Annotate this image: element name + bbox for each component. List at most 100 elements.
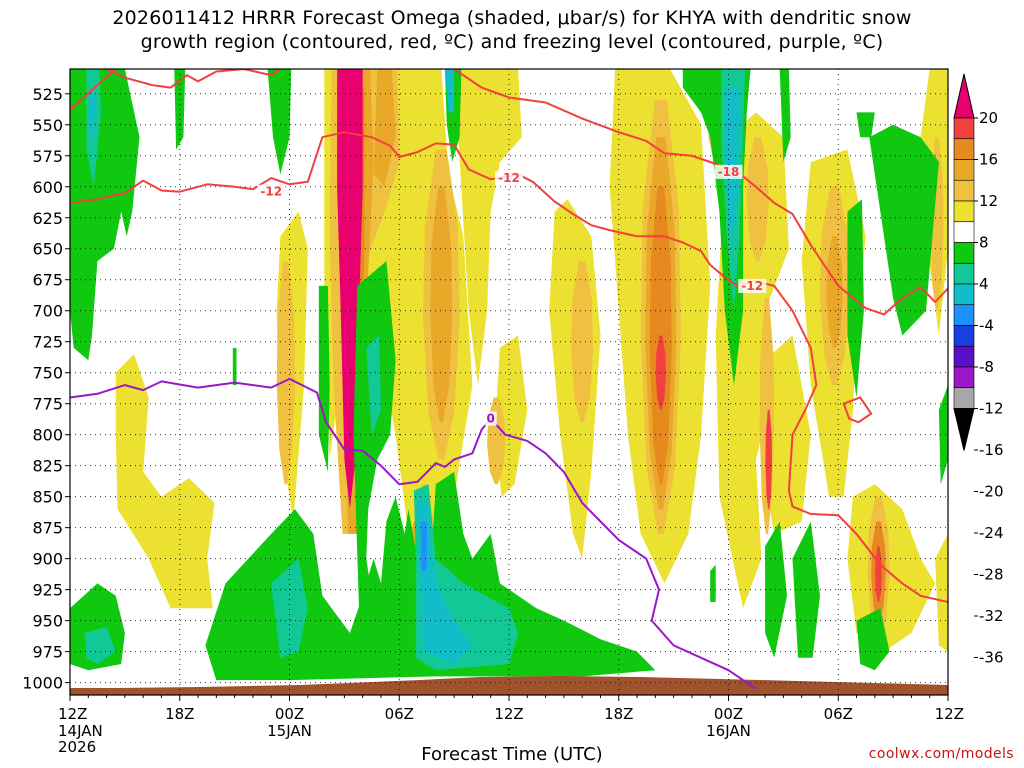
y-tick-label: 1000 [22,674,63,693]
omega-ascent-moderate [571,261,594,423]
dgz-contour-label: -12 [498,171,520,185]
omega-ascent-weak [847,484,936,652]
y-tick-label: 850 [32,488,63,507]
title-line-2: growth region (contoured, red, ºC) and f… [140,31,884,53]
contours: -12 -12 -12 -18 0 [70,69,948,690]
freezing-level-label: 0 [487,412,495,426]
y-tick-label: 750 [32,364,63,383]
x-tick-sublabel: 2026 [58,738,96,756]
x-tick-label: 00Z [275,705,304,723]
omega-descent-weak [232,347,237,386]
dgz-contour-label-bg [738,278,767,293]
dgz-contour-label: -12 [260,185,282,199]
omega-descent-weak [869,124,939,336]
x-tick-label: 18Z [165,705,194,723]
x-axis-title: Forecast Time (UTC) [421,744,603,765]
colorbar-label: -8 [979,358,994,376]
y-tick-label: 975 [32,643,63,662]
y-axis: 525 550 575 600 625 650 675 700 725 750 775 800 825 8… [22,85,70,693]
colorbar-box [953,159,975,181]
terrain-surface [70,676,948,695]
colorbar-box [953,345,975,368]
omega-descent-weak [710,564,716,602]
y-tick-label: 550 [32,116,63,135]
y-tick-label: 875 [32,519,63,538]
colorbar: 20 16 12 8 4 -4 -8 -12 -16 -20 -24 -28 -32 -36 [953,73,1004,667]
omega-descent-weak [267,69,292,175]
x-tick-sublabel: 14JAN [58,722,103,740]
colorbar-label: -12 [979,400,1004,418]
y-tick-label: 825 [32,457,63,476]
colorbar-box [953,242,975,264]
colorbar-box [953,117,975,140]
dgz-contour-label-bg [495,171,523,186]
chart-title: 2026011412 HRRR Forecast Omega (shaded, … [0,6,1024,54]
dgz-contour [453,69,948,316]
omega-descent-weak [856,608,890,671]
freezing-label-bg [484,411,497,426]
colorbar-box [953,304,975,326]
omega-ascent-weak [935,533,948,652]
omega-descent-moderate [271,558,308,658]
omega-ascent-weak [115,354,215,609]
colorbar-label: 8 [979,234,989,252]
colorbar-label: -32 [979,607,1004,625]
plot-area: -12 -12 -12 -18 0 [69,68,949,696]
colorbar-label: 4 [979,275,989,293]
colorbar-box [953,283,975,306]
y-tick-label: 650 [32,240,63,259]
y-tick-label: 775 [32,395,63,414]
dgz-contour-label-bg [714,164,743,179]
dgz-contour-label: -12 [741,279,763,293]
colorbar-box [953,138,975,160]
dgz-contour [70,69,117,111]
omega-ascent-moderate [746,137,769,262]
omega-ascent-weak [454,69,522,386]
y-tick-label: 675 [32,271,63,290]
omega-descent-moderate [366,335,381,435]
colorbar-arrow-bottom [953,408,975,451]
x-tick-label: 00Z [714,705,743,723]
colorbar-label: -16 [979,441,1004,459]
colorbar-label: 20 [979,109,998,127]
omega-descent-moderate [84,626,116,664]
title-line-1: 2026011412 HRRR Forecast Omega (shaded, … [112,7,912,29]
x-tick-label: 18Z [604,705,633,723]
omega-descent-strong [88,93,96,138]
y-tick-label: 725 [32,333,63,352]
credit-link[interactable]: coolwx.com/models [868,746,1014,762]
y-tick-label: 700 [32,302,63,321]
x-tick-label: 06Z [385,705,414,723]
colorbar-box [953,387,975,409]
x-tick-label: 12Z [494,705,523,723]
colorbar-arrow-top [953,73,975,119]
x-tick-sublabel: 15JAN [267,722,312,740]
dgz-contour-label: -18 [718,165,740,179]
colorbar-box [953,262,975,285]
omega-descent-weak [792,521,820,658]
x-tick-label: 12Z [935,705,964,723]
x-tick-label: 12Z [58,705,87,723]
colorbar-label: 12 [979,192,998,210]
dgz-contour [842,396,873,424]
colorbar-box [953,366,975,389]
omega-descent-weak [765,521,787,658]
y-tick-label: 625 [32,209,63,228]
omega-shading [70,69,948,695]
x-tick-label: 06Z [824,705,853,723]
omega-descent-weak [779,69,791,162]
dgz-contour [106,69,281,89]
colorbar-label: -28 [979,566,1004,584]
x-tick-sublabel: 16JAN [706,722,751,740]
y-tick-label: 600 [32,178,63,197]
omega-descent-weak [353,261,396,633]
colorbar-label: -20 [979,483,1004,501]
dgz-contour-label-bg [257,184,286,199]
omega-ascent-moderate [373,69,396,187]
omega-descent-weak [938,385,948,485]
omega-ascent-strong [430,186,453,423]
freezing-level-contour [70,377,757,690]
y-tick-label: 575 [32,147,63,166]
y-tick-label: 900 [32,550,63,569]
omega-descent-strong [417,496,473,664]
